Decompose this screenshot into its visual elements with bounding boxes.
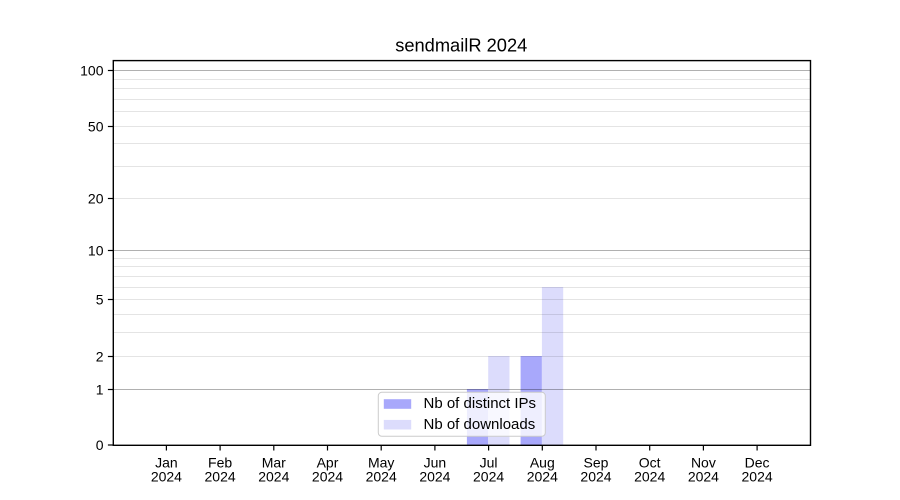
svg-text:Apr: Apr: [317, 455, 339, 471]
svg-text:2024: 2024: [419, 469, 450, 485]
svg-text:20: 20: [88, 190, 104, 206]
svg-text:Nb of distinct IPs: Nb of distinct IPs: [424, 395, 537, 412]
svg-text:50: 50: [88, 118, 104, 134]
svg-text:100: 100: [80, 62, 104, 78]
svg-text:sendmailR 2024: sendmailR 2024: [395, 35, 527, 56]
svg-text:Nb of downloads: Nb of downloads: [424, 416, 536, 433]
svg-text:2024: 2024: [634, 469, 665, 485]
svg-text:2024: 2024: [312, 469, 343, 485]
svg-text:2024: 2024: [742, 469, 773, 485]
svg-text:Nov: Nov: [691, 455, 716, 471]
svg-text:Sep: Sep: [584, 455, 609, 471]
svg-text:2024: 2024: [151, 469, 182, 485]
svg-text:Mar: Mar: [262, 455, 286, 471]
svg-text:5: 5: [96, 291, 104, 307]
svg-text:1: 1: [96, 381, 104, 397]
svg-text:Jul: Jul: [480, 455, 498, 471]
svg-text:Jan: Jan: [155, 455, 178, 471]
svg-text:2024: 2024: [527, 469, 558, 485]
svg-text:Jun: Jun: [424, 455, 447, 471]
svg-text:2024: 2024: [366, 469, 397, 485]
svg-text:2024: 2024: [580, 469, 611, 485]
svg-text:Dec: Dec: [745, 455, 770, 471]
svg-text:Feb: Feb: [208, 455, 232, 471]
svg-text:2024: 2024: [473, 469, 504, 485]
svg-text:2024: 2024: [688, 469, 719, 485]
svg-text:2: 2: [96, 348, 104, 364]
svg-text:May: May: [368, 455, 394, 471]
svg-text:2024: 2024: [258, 469, 289, 485]
svg-text:Aug: Aug: [530, 455, 555, 471]
svg-text:0: 0: [96, 437, 104, 453]
svg-text:Oct: Oct: [639, 455, 661, 471]
svg-text:10: 10: [88, 242, 104, 258]
svg-text:2024: 2024: [205, 469, 236, 485]
